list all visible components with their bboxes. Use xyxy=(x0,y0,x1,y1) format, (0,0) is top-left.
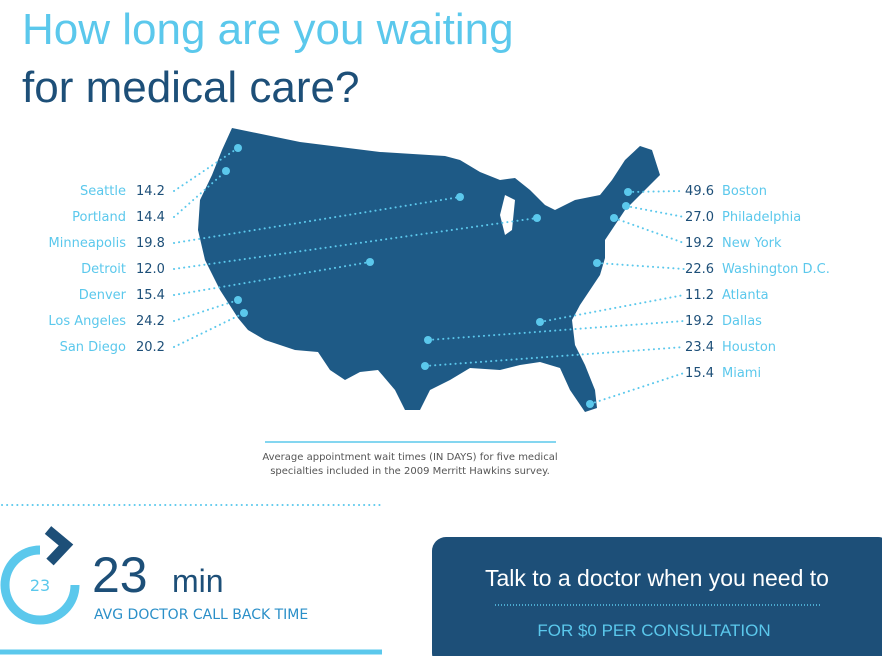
city-value: 11.2 xyxy=(685,288,714,303)
city-name: Seattle xyxy=(80,184,126,199)
city-name: New York xyxy=(722,236,782,251)
title-line2: for medical care? xyxy=(22,63,359,112)
city-dot xyxy=(586,400,594,408)
city-list: Seattle 14.2 Portland 14.4 Minneapolis 19.8 De… xyxy=(48,144,830,408)
city-name: Detroit xyxy=(81,262,126,277)
stat-value: 23 xyxy=(92,547,148,603)
city-name: Washington D.C. xyxy=(722,262,830,277)
city-name: Denver xyxy=(79,288,127,303)
leader xyxy=(613,217,685,244)
city-value: 12.0 xyxy=(136,262,165,277)
us-map xyxy=(198,128,660,412)
leader xyxy=(173,299,239,322)
cta-subtext: FOR $0 PER CONSULTATION xyxy=(537,621,770,640)
city-value: 24.2 xyxy=(136,314,165,329)
lake xyxy=(500,195,515,235)
stat-label: AVG DOCTOR CALL BACK TIME xyxy=(94,607,308,623)
city-name: Los Angeles xyxy=(48,314,126,329)
leader xyxy=(625,205,685,218)
city-dot xyxy=(624,188,632,196)
cta-text: Talk to a doctor when you need to xyxy=(485,565,829,591)
city-name: Minneapolis xyxy=(49,236,127,251)
city-name: Boston xyxy=(722,184,767,199)
city-value: 15.4 xyxy=(136,288,165,303)
city-dot xyxy=(234,144,242,152)
city-name: Atlanta xyxy=(722,288,769,303)
city-value: 23.4 xyxy=(685,340,714,355)
city-value: 19.2 xyxy=(685,236,714,251)
city-dot xyxy=(610,214,618,222)
city-value: 14.4 xyxy=(136,210,165,225)
city-name: Philadelphia xyxy=(722,210,801,225)
city-dot xyxy=(234,296,242,304)
city-dot xyxy=(366,258,374,266)
leader xyxy=(427,320,685,341)
city-value: 22.6 xyxy=(685,262,714,277)
city-value: 15.4 xyxy=(685,366,714,381)
city-value: 19.2 xyxy=(685,314,714,329)
city-dot xyxy=(533,214,541,222)
city-name: Portland xyxy=(72,210,126,225)
leader xyxy=(173,170,227,218)
leader xyxy=(173,217,538,270)
leader xyxy=(539,294,685,323)
city-name: Dallas xyxy=(722,314,762,329)
city-name: Houston xyxy=(722,340,776,355)
stat-unit: min xyxy=(172,563,224,599)
clock-icon: 23 xyxy=(0,526,80,625)
city-name: San Diego xyxy=(60,340,126,355)
city-dot xyxy=(622,202,630,210)
leader xyxy=(589,372,685,405)
cta-box xyxy=(432,537,882,656)
city-dot xyxy=(536,318,544,326)
caption: specialties included in the 2009 Merritt… xyxy=(270,466,550,477)
city-dot xyxy=(421,362,429,370)
city-name: Miami xyxy=(722,366,761,381)
city-value: 20.2 xyxy=(136,340,165,355)
city-value: 19.8 xyxy=(136,236,165,251)
city-dot xyxy=(222,167,230,175)
city-dot xyxy=(456,193,464,201)
caption: Average appointment wait times (IN DAYS)… xyxy=(262,452,557,463)
city-value: 14.2 xyxy=(136,184,165,199)
title-line1: How long are you waiting xyxy=(22,5,514,54)
clock-label: 23 xyxy=(30,576,50,595)
leader xyxy=(596,262,685,270)
city-dot xyxy=(424,336,432,344)
city-dot xyxy=(593,259,601,267)
city-value: 27.0 xyxy=(685,210,714,225)
city-dot xyxy=(240,309,248,317)
leader xyxy=(627,190,685,193)
city-value: 49.6 xyxy=(685,184,714,199)
